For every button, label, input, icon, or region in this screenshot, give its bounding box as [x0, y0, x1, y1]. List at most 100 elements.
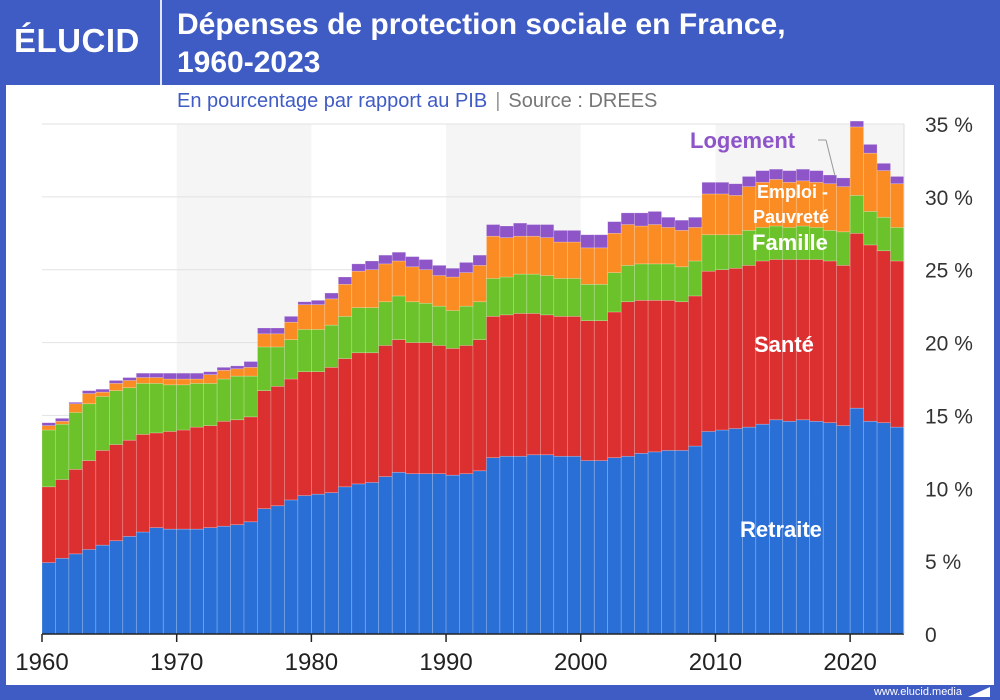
bar-segment-logement-1970: [176, 372, 191, 380]
bar-segment-retraite-1993: [486, 457, 501, 635]
bar-segment-retraite-1981: [324, 492, 339, 635]
bar-segment-famille-1977: [270, 346, 285, 387]
bar-segment-sant--1991: [459, 345, 474, 475]
bar-segment-famille-1975: [243, 375, 258, 418]
bar-segment-famille-1973: [216, 378, 231, 422]
bar-segment-famille-2004: [634, 263, 649, 301]
bar-segment-retraite-1978: [284, 499, 299, 635]
bar-segment-famille-1992: [472, 301, 487, 340]
bar-segment-sant--1998: [553, 316, 568, 457]
bar-segment-retraite-1979: [297, 495, 312, 635]
bar-segment-retraite-1977: [270, 505, 285, 635]
footer-url[interactable]: www.elucid.media: [873, 686, 962, 698]
chart-title: Dépenses de protection sociale en France…: [177, 6, 786, 82]
bar-segment-retraite-1984: [364, 482, 380, 635]
bar-segment-retraite-1974: [230, 524, 245, 635]
bar-segment-retraite-1960: [41, 562, 56, 635]
bar-segment-emploi-pauvret--2004: [634, 225, 649, 265]
bar-segment-emploi-pauvret--1998: [553, 241, 568, 279]
bar-segment-famille-2005: [647, 263, 662, 301]
x-tick-label: 1970: [150, 649, 203, 676]
label-sante: Santé: [754, 332, 814, 357]
source-text: Source : DREES: [508, 90, 658, 112]
bar-segment-logement-1973: [216, 367, 231, 371]
logement-leader-line-2: [825, 139, 836, 177]
bar-segment-logement-1964: [95, 388, 110, 393]
bar-segment-famille-1966: [122, 387, 137, 441]
bar-segment-emploi-pauvret--1988: [418, 269, 433, 304]
bar-segment-logement-1988: [418, 259, 433, 271]
bar-segment-famille-2009: [701, 234, 716, 272]
bar-segment-retraite-2000: [580, 460, 595, 635]
bar-segment-retraite-2005: [647, 451, 662, 635]
bar-segment-retraite-1988: [418, 473, 433, 635]
bar-segment-famille-2011: [728, 234, 743, 269]
bar-segment-logement-1995: [513, 222, 528, 237]
bar-segment-sant--1981: [324, 367, 339, 493]
bar-segment-retraite-1985: [378, 476, 393, 635]
bar-segment-retraite-1982: [338, 486, 353, 635]
bar-segment-logement-2002: [607, 221, 622, 234]
bar-segment-sant--1985: [378, 345, 393, 477]
bar-segment-logement-2020: [849, 120, 864, 128]
chart-subtitle: En pourcentage par rapport au PIB | Source…: [177, 90, 657, 113]
bar-segment-logement-2012: [742, 176, 757, 187]
bar-segment-sant--1974: [230, 419, 245, 526]
bar-segment-sant--1997: [540, 314, 555, 456]
bar-segment-famille-1963: [82, 403, 97, 461]
bar-segment-emploi-pauvret--1984: [364, 269, 380, 308]
bar-segment-sant--2005: [647, 300, 662, 453]
bar-segment-emploi-pauvret--2006: [661, 227, 676, 265]
bar-segment-retraite-1996: [526, 454, 541, 635]
bar-segment-sant--1962: [68, 469, 83, 555]
bar-segment-retraite-1987: [405, 473, 420, 635]
bar-segment-logement-1978: [284, 316, 299, 323]
bar-segment-sant--1987: [405, 342, 420, 475]
bar-segment-sant--1980: [311, 371, 326, 495]
bar-segment-logement-2003: [620, 212, 635, 225]
bar-segment-retraite-1999: [566, 455, 582, 635]
bar-segment-famille-1976: [257, 346, 272, 391]
bar-segment-famille-1983: [351, 307, 366, 354]
bar-segment-retraite-1964: [95, 544, 110, 635]
bar-segment-logement-1993: [486, 224, 501, 237]
bar-segment-emploi-pauvret--1965: [109, 383, 124, 391]
bar-segment-emploi-pauvret--1999: [566, 241, 582, 279]
bar-segment-emploi-pauvret--2022: [876, 170, 891, 218]
bar-segment-famille-1990: [445, 310, 460, 349]
bar-segment-logement-1979: [297, 301, 312, 305]
y-tick-label: 15 %: [925, 405, 973, 428]
bar-segment-logement-1977: [270, 327, 285, 335]
bar-segment-logement-2000: [580, 234, 595, 249]
bar-segment-sant--2022: [876, 250, 891, 424]
bar-segment-emploi-pauvret--1964: [95, 391, 110, 397]
bar-segment-famille-1996: [526, 273, 541, 314]
bar-segment-retraite-1994: [499, 455, 514, 635]
bar-segment-retraite-1965: [109, 540, 124, 635]
bar-segment-retraite-2003: [620, 455, 635, 635]
bar-segment-famille-1974: [230, 375, 245, 421]
bar-segment-famille-1998: [553, 278, 568, 317]
bar-segment-emploi-pauvret--2011: [728, 195, 743, 236]
bar-segment-famille-1961: [55, 423, 70, 480]
label-emploi-2: Pauvreté: [753, 207, 829, 227]
bar-segment-retraite-2006: [661, 450, 676, 635]
bar-segment-logement-1966: [122, 377, 137, 381]
bar-segment-emploi-pauvret--1960: [41, 425, 56, 431]
bar-segment-retraite-1997: [540, 454, 555, 635]
elucid-logo: ÉLUCID: [14, 22, 140, 59]
bar-segment-sant--2018: [822, 260, 837, 424]
header: ÉLUCID Dépenses de protection sociale en…: [0, 0, 1000, 85]
bar-segment-emploi-pauvret--1980: [311, 304, 326, 330]
bar-segment-famille-1960: [41, 429, 56, 488]
label-logement: Logement: [690, 128, 796, 153]
bar-segment-emploi-pauvret--1970: [176, 378, 191, 386]
bar-segment-emploi-pauvret--1962: [68, 403, 83, 413]
bars: [41, 120, 905, 635]
bar-segment-sant--1992: [472, 339, 487, 472]
bar-segment-retraite-1990: [445, 474, 460, 635]
bar-segment-emploi-pauvret--1991: [459, 272, 474, 307]
bar-segment-sant--1967: [135, 434, 151, 533]
bar-segment-famille-2023: [890, 227, 905, 262]
bar-segment-logement-1999: [566, 230, 582, 243]
